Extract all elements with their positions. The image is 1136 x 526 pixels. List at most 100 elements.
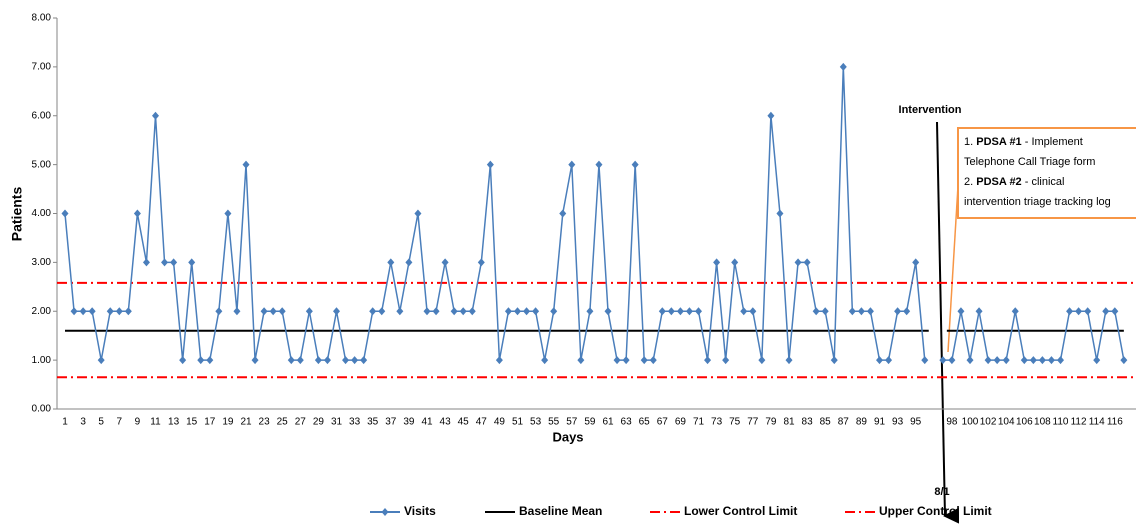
x-tick-label: 43 [440, 417, 452, 428]
marker [704, 356, 712, 365]
legend-label: Lower Control Limit [684, 504, 797, 518]
x-tick-label: 65 [639, 417, 651, 428]
marker [568, 160, 576, 169]
marker [613, 356, 621, 365]
marker [287, 356, 295, 365]
x-tick-label: 49 [494, 417, 506, 428]
marker [88, 307, 96, 316]
marker [776, 209, 784, 218]
marker [993, 356, 1001, 365]
marker [242, 160, 250, 169]
x-tick-label: 79 [765, 417, 777, 428]
x-tick-label: 81 [783, 417, 795, 428]
marker [821, 307, 829, 316]
x-tick-label: 93 [892, 417, 904, 428]
x-tick-label: 83 [802, 417, 814, 428]
marker [432, 307, 440, 316]
marker [468, 307, 476, 316]
marker [215, 307, 223, 316]
x-tick-label: 110 [1053, 417, 1069, 428]
marker [188, 258, 196, 267]
legend-label: Baseline Mean [519, 504, 602, 518]
marker [61, 209, 69, 218]
x-tick-label: 57 [566, 417, 578, 428]
marker [667, 307, 675, 316]
marker [921, 356, 929, 365]
marker [1120, 356, 1128, 365]
x-tick-label: 77 [747, 417, 759, 428]
y-tick-label: 0.00 [32, 404, 52, 415]
marker [595, 160, 603, 169]
x-tick-label: 7 [117, 417, 123, 428]
x-tick-label: 108 [1034, 417, 1051, 428]
x-tick-label: 13 [168, 417, 180, 428]
x-tick-label: 29 [313, 417, 325, 428]
x-tick-label: 116 [1107, 417, 1123, 428]
marker [495, 356, 503, 365]
note-box [957, 127, 1136, 219]
marker [523, 307, 531, 316]
marker [260, 307, 268, 316]
marker [224, 209, 232, 218]
x-tick-label: 63 [621, 417, 633, 428]
marker [423, 307, 431, 316]
y-tick-label: 4.00 [32, 208, 52, 219]
y-tick-label: 8.00 [32, 13, 52, 24]
marker [179, 356, 187, 365]
marker [1002, 356, 1010, 365]
marker [414, 209, 422, 218]
y-axis-title: Patients [9, 187, 25, 242]
note-text: Telephone Call Triage form [964, 156, 1095, 168]
marker [142, 258, 150, 267]
marker [559, 209, 567, 218]
x-tick-label: 35 [367, 417, 379, 428]
marker [97, 356, 105, 365]
x-tick-label: 102 [980, 417, 997, 428]
x-tick-label: 11 [150, 417, 161, 428]
x-tick-label: 104 [998, 417, 1015, 428]
marker [631, 160, 639, 169]
marker [1038, 356, 1046, 365]
note-text: 2. [964, 176, 976, 188]
x-tick-label: 71 [693, 417, 705, 428]
x-tick-label: 112 [1071, 417, 1087, 428]
marker [848, 307, 856, 316]
note-connector [947, 185, 959, 353]
marker [767, 111, 775, 120]
x-tick-label: 5 [98, 417, 104, 428]
legend-label: Visits [404, 504, 436, 518]
intervention-label: Intervention [899, 104, 962, 116]
y-tick-label: 2.00 [32, 306, 52, 317]
note-text: intervention triage tracking log [964, 196, 1111, 208]
x-tick-label: 21 [240, 417, 252, 428]
note-text: 1. [964, 136, 976, 148]
marker [876, 356, 883, 365]
marker [939, 356, 947, 365]
x-tick-label: 91 [874, 417, 886, 428]
marker [396, 307, 404, 316]
legend-label: Upper Control Limit [879, 504, 992, 518]
x-tick-label: 106 [1016, 417, 1033, 428]
marker [685, 307, 693, 316]
marker [378, 307, 386, 316]
x-tick-label: 95 [910, 417, 922, 428]
marker [1093, 356, 1101, 365]
x-tick-label: 61 [602, 417, 614, 428]
x-tick-label: 25 [277, 417, 289, 428]
marker [459, 307, 467, 316]
x-tick-label: 27 [295, 417, 307, 428]
marker [1047, 356, 1055, 365]
x-tick-label: 41 [421, 417, 433, 428]
marker [387, 258, 395, 267]
x-tick-label: 15 [186, 417, 198, 428]
x-axis-title: Days [552, 429, 583, 444]
marker [658, 307, 666, 316]
y-tick-label: 7.00 [32, 62, 52, 73]
x-tick-label: 98 [946, 417, 958, 428]
marker [115, 307, 123, 316]
marker [532, 307, 540, 316]
marker [966, 356, 974, 365]
note-text: - Implement [1022, 136, 1083, 148]
x-tick-label: 87 [838, 417, 850, 428]
note-text: PDSA #1 [976, 136, 1021, 148]
